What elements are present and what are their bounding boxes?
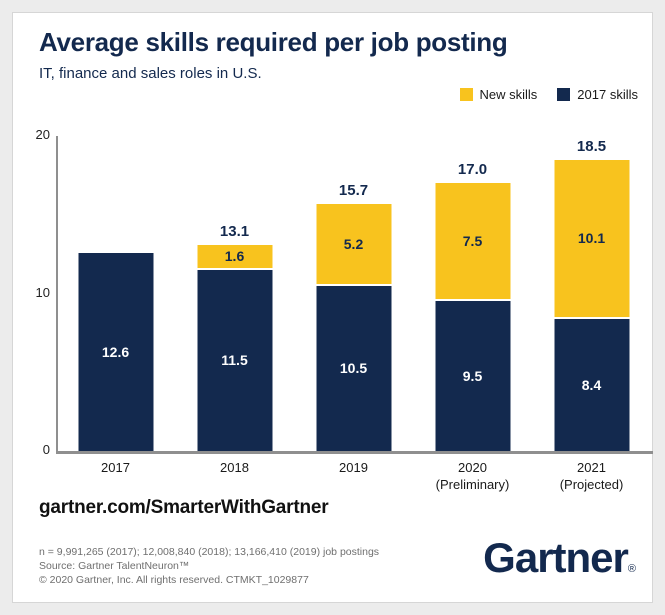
x-axis-category-label: 2021 (Projected) — [532, 459, 651, 493]
legend-item-2017-skills: 2017 skills — [557, 87, 638, 102]
bar-slot-2020: 9.5 7.5 17.0 2020 (Preliminary) — [413, 136, 532, 492]
bar-segment-2017-skills: 8.4 — [554, 318, 629, 451]
footnote-source: Source: Gartner TalentNeuron™ — [39, 560, 190, 572]
stacked-bar-2021: 8.4 10.1 18.5 — [554, 136, 629, 451]
bar-slot-2021: 8.4 10.1 18.5 2021 (Projected) — [532, 136, 651, 492]
category-year: 2021 — [577, 460, 606, 475]
x-axis-line — [56, 451, 653, 454]
2017-skills-swatch-icon — [557, 88, 571, 101]
bar-segment-2017-skills: 10.5 — [316, 285, 391, 451]
x-axis-category-label: 2019 — [294, 459, 413, 476]
footnote-copyright: © 2020 Gartner, Inc. All rights reserved… — [39, 574, 309, 586]
segment-value-label: 11.5 — [221, 352, 248, 369]
segment-value-label: 7.5 — [462, 233, 483, 250]
bar-segment-new-skills: 7.5 — [435, 183, 510, 300]
stacked-bar-2020: 9.5 7.5 17.0 — [435, 136, 510, 451]
gartner-logo: Gartner® — [483, 535, 636, 592]
chart-subtitle: IT, finance and sales roles in U.S. — [39, 65, 262, 82]
bar-segment-new-skills: 5.2 — [316, 203, 391, 284]
x-axis-category-label: 2018 — [175, 459, 294, 476]
segment-value-label: 1.6 — [224, 248, 245, 265]
registered-trademark-icon: ® — [627, 563, 636, 575]
gartner-logo-text: Gartner — [483, 534, 629, 581]
bar-slot-2017: 12.6 2017 — [56, 136, 175, 475]
y-axis-line — [56, 136, 58, 451]
category-year: 2017 — [101, 460, 130, 475]
footnote-sample-size: n = 9,991,265 (2017); 12,008,840 (2018);… — [39, 546, 380, 558]
bar-slot-2018: 11.5 1.6 13.1 2018 — [175, 136, 294, 475]
bar-total-label: 18.5 — [576, 137, 607, 155]
y-tick-label: 10 — [35, 284, 50, 300]
legend-label-new-skills: New skills — [479, 87, 538, 102]
stacked-bar-2018: 11.5 1.6 13.1 — [197, 136, 272, 451]
new-skills-swatch-icon — [459, 88, 473, 101]
y-tick-label: 20 — [35, 127, 50, 142]
legend-item-new-skills: New skills — [459, 87, 538, 102]
y-tick-label: 0 — [42, 442, 50, 457]
category-year: 2018 — [220, 460, 249, 475]
segment-value-label: 10.5 — [339, 360, 368, 377]
bar-total-label: 15.7 — [338, 181, 369, 199]
x-axis-category-label: 2020 (Preliminary) — [413, 459, 532, 493]
category-qualifier: (Preliminary) — [435, 477, 510, 492]
segment-value-label: 9.5 — [462, 368, 483, 385]
chart-legend: New skills 2017 skills — [459, 87, 638, 102]
gartner-url: gartner.com/SmarterWithGartner — [39, 497, 329, 518]
legend-label-2017-skills: 2017 skills — [577, 87, 638, 102]
bar-slot-2019: 10.5 5.2 15.7 2019 — [294, 136, 413, 475]
bar-total-label: 13.1 — [219, 222, 250, 240]
segment-value-label: 8.4 — [581, 376, 602, 393]
footnotes: n = 9,991,265 (2017); 12,008,840 (2018);… — [39, 545, 379, 587]
segment-value-label: 5.2 — [343, 235, 364, 252]
segment-value-label: 10.1 — [577, 230, 606, 247]
category-year: 2019 — [339, 460, 368, 475]
bar-segment-2017-skills: 12.6 — [78, 252, 153, 451]
chart-card: Average skills required per job posting … — [12, 12, 653, 603]
segment-value-label: 12.6 — [101, 343, 130, 360]
stacked-bar-2019: 10.5 5.2 15.7 — [316, 136, 391, 451]
bar-segment-2017-skills: 11.5 — [197, 269, 272, 451]
stacked-bar-2017: 12.6 — [78, 136, 153, 451]
x-axis-category-label: 2017 — [56, 459, 175, 476]
page-title: Average skills required per job posting — [39, 27, 508, 57]
bar-segment-new-skills: 10.1 — [554, 159, 629, 317]
bar-chart-plot: 12.6 2017 11.5 1.6 13.1 2018 10.5 5.2 15.7 2019 9.… — [56, 136, 653, 492]
bar-total-label: 17.0 — [457, 161, 488, 179]
category-year: 2020 — [458, 460, 487, 475]
bar-segment-new-skills: 1.6 — [197, 244, 272, 268]
bar-segment-2017-skills: 9.5 — [435, 301, 510, 451]
category-qualifier: (Projected) — [559, 477, 624, 492]
